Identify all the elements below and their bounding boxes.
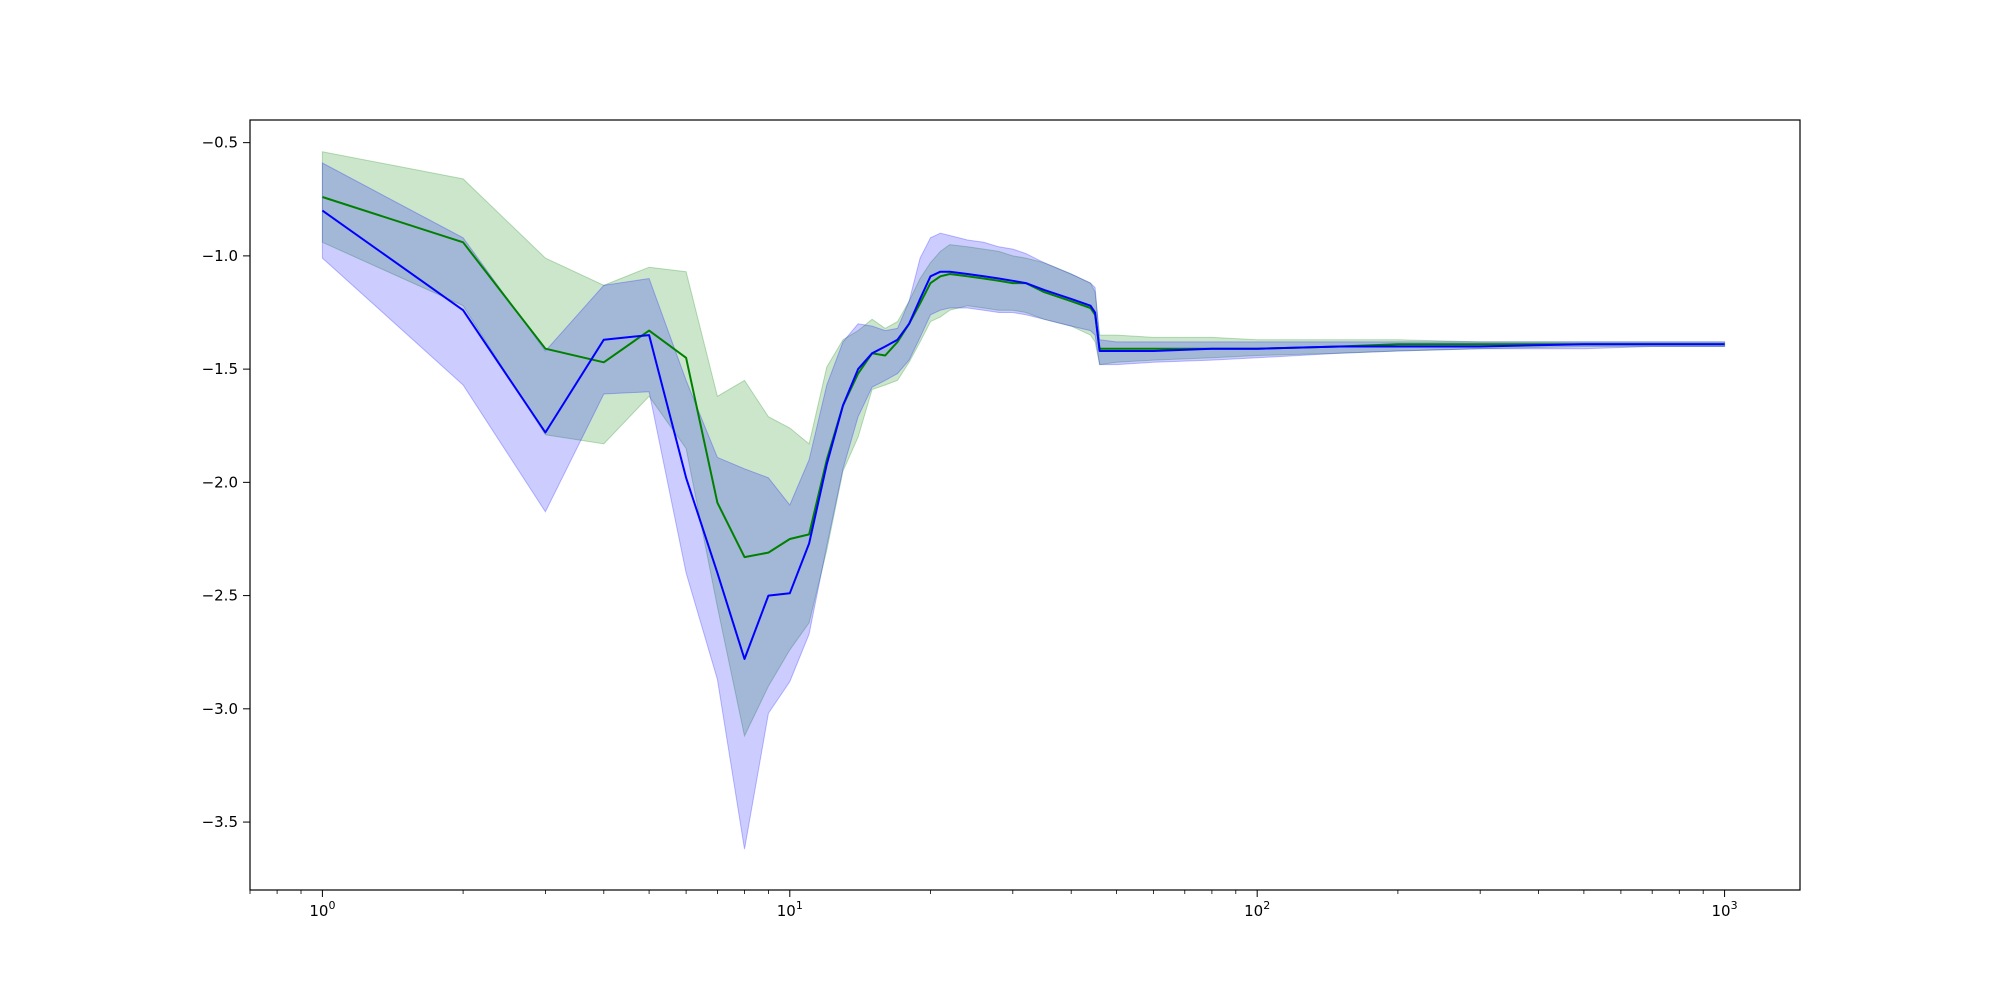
y-tick-label: −2.0 — [202, 473, 238, 491]
x-tick-label: 101 — [777, 899, 803, 920]
y-tick-label: −0.5 — [202, 134, 238, 152]
series-lines — [321, 196, 1725, 660]
y-tick-label: −3.5 — [202, 813, 238, 831]
x-tick-label: 100 — [309, 899, 335, 920]
confidence-bands — [321, 151, 1726, 850]
y-tick-label: −2.5 — [202, 587, 238, 605]
y-tick-label: −1.0 — [202, 247, 238, 265]
y-tick-label: −3.0 — [202, 700, 238, 718]
plot-frame — [249, 119, 1801, 891]
series-1-band — [321, 151, 1726, 738]
x-tick-label: 103 — [1712, 899, 1738, 920]
x-tick-label: 102 — [1244, 899, 1270, 920]
series-2-band — [321, 162, 1726, 850]
series-2-line — [321, 209, 1725, 660]
x-axis: 100 101 102 103 — [249, 890, 1738, 920]
y-tick-label: −1.5 — [202, 360, 238, 378]
y-axis: −0.5 −1.0 −1.5 −2.0 −2.5 −3.0 −3.5 — [202, 134, 250, 831]
